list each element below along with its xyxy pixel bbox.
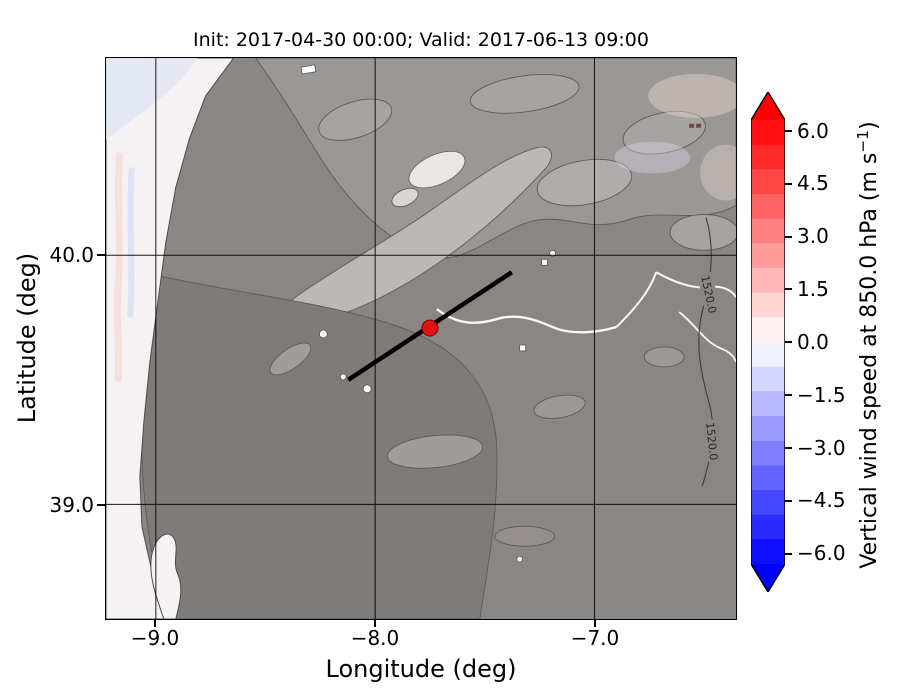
y-tick-mark <box>97 504 105 506</box>
colorbar-axis-label: Vertical wind speed at 850.0 hPa (m s−1) <box>854 121 882 568</box>
station-marker <box>421 319 439 337</box>
map-plot-area: 1520.0 1520.0 <box>105 57 737 620</box>
colorbar-tick-label: 1.5 <box>797 277 829 301</box>
y-tick-label: 39.0 <box>49 493 94 517</box>
river-channels <box>436 271 736 363</box>
colorbar-label-end: ) <box>857 121 883 130</box>
map-canvas: 1520.0 1520.0 <box>106 58 736 619</box>
colorbar-tick-mark <box>785 394 792 396</box>
y-tick-label: 40.0 <box>49 243 94 267</box>
colorbar-tick-label: −6.0 <box>797 541 846 565</box>
graticule <box>106 58 736 619</box>
sea-region <box>106 58 235 619</box>
x-axis-label: Longitude (deg) <box>325 655 517 683</box>
terrain-lowlands <box>141 274 685 619</box>
colorbar-tick-label: 4.5 <box>797 171 829 195</box>
y-axis-label: Latitude (deg) <box>13 252 41 424</box>
x-tick-label: −8.0 <box>350 626 400 650</box>
colorbar-tick-label: −1.5 <box>797 383 846 407</box>
colorbar-label-main: Vertical wind speed at 850.0 hPa (m s <box>857 152 883 569</box>
colorbar-tick-mark <box>785 183 792 185</box>
colorbar-tick-mark <box>785 500 792 502</box>
colorbar-tick-mark <box>785 288 792 290</box>
colorbar-tick-label: −3.0 <box>797 436 846 460</box>
colorbar-tick-mark <box>785 553 792 555</box>
plot-title: Init: 2017-04-30 00:00; Valid: 2017-06-1… <box>193 29 649 51</box>
colorbar-label-superscript: −1 <box>853 129 872 153</box>
colorbar <box>751 92 785 592</box>
x-tick-mark <box>374 620 376 627</box>
colorbar-tick-label: 0.0 <box>797 330 829 354</box>
colorbar-bands <box>751 120 785 564</box>
white-spots <box>300 64 556 563</box>
colorbar-arrow-up <box>751 92 785 120</box>
x-tick-mark <box>154 620 156 627</box>
colorbar-arrow-down <box>751 564 785 592</box>
y-tick-mark <box>97 254 105 256</box>
colorbar-tick-label: −4.5 <box>797 488 846 512</box>
colorbar-tick-mark <box>785 236 792 238</box>
x-tick-label: −7.0 <box>570 626 620 650</box>
colorbar-tick-label: 6.0 <box>797 119 829 143</box>
colorbar-tick-mark <box>785 447 792 449</box>
wind-tint-patches <box>614 73 736 201</box>
colorbar-tick-mark <box>785 341 792 343</box>
colorbar-tick-mark <box>785 130 792 132</box>
x-tick-label: −9.0 <box>130 626 180 650</box>
x-tick-mark <box>594 620 596 627</box>
colorbar-tick-label: 3.0 <box>797 224 829 248</box>
